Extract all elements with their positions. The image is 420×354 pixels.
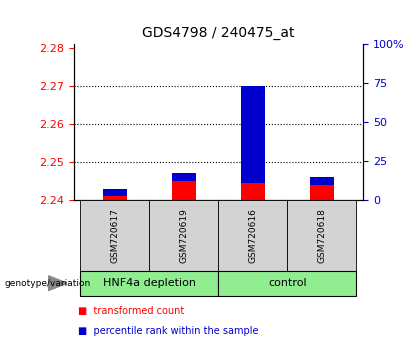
- Bar: [218, 271, 357, 296]
- Bar: [310, 185, 334, 200]
- Text: GSM720618: GSM720618: [318, 208, 326, 263]
- Bar: [172, 181, 196, 200]
- Bar: [172, 173, 196, 181]
- Bar: [310, 177, 334, 185]
- Text: genotype/variation: genotype/variation: [4, 279, 90, 288]
- Bar: [218, 200, 287, 271]
- Bar: [287, 200, 357, 271]
- Bar: [80, 200, 150, 271]
- Text: control: control: [268, 278, 307, 288]
- Bar: [103, 196, 127, 200]
- Polygon shape: [48, 276, 67, 291]
- Text: GSM720617: GSM720617: [110, 208, 119, 263]
- Title: GDS4798 / 240475_at: GDS4798 / 240475_at: [142, 27, 295, 40]
- Bar: [103, 189, 127, 196]
- Bar: [241, 86, 265, 200]
- Text: GSM720619: GSM720619: [179, 208, 189, 263]
- Text: ■  transformed count: ■ transformed count: [78, 306, 184, 316]
- Bar: [80, 271, 218, 296]
- Text: HNF4a depletion: HNF4a depletion: [103, 278, 196, 288]
- Bar: [150, 200, 218, 271]
- Text: ■  percentile rank within the sample: ■ percentile rank within the sample: [78, 326, 258, 336]
- Bar: [241, 86, 265, 183]
- Text: GSM720616: GSM720616: [248, 208, 257, 263]
